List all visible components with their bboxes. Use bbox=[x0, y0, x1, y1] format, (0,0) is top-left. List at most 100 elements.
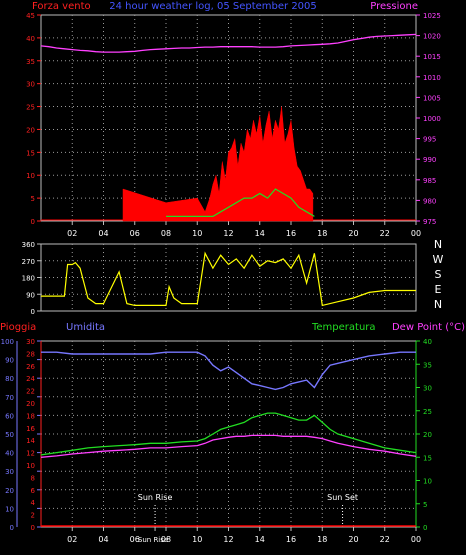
climate-x-tick-label: Sun Rise bbox=[138, 536, 168, 544]
temperature-tick-label: 35 bbox=[423, 361, 432, 369]
climate-x-tick-label: 16 bbox=[286, 535, 296, 544]
wind-pressure-x-tick: 14 bbox=[255, 229, 265, 238]
wind-pressure-x-tick: 08 bbox=[161, 229, 171, 238]
humidity-tick-label: 50 bbox=[5, 431, 14, 439]
pressure-series bbox=[40, 33, 417, 53]
compass-label: N bbox=[434, 238, 442, 251]
rain-tick-label: 12 bbox=[26, 450, 35, 458]
compass-label: W bbox=[433, 253, 444, 266]
wind-axis-title: Forza vento bbox=[32, 1, 91, 12]
dewpoint-series bbox=[40, 434, 417, 458]
humidity-tick-label: 90 bbox=[5, 357, 14, 365]
humidity-tick-label: 0 bbox=[10, 524, 14, 532]
rain-tick-label: 4 bbox=[31, 499, 36, 507]
humidity-axis-title: Umidita bbox=[66, 322, 105, 333]
wind-pressure-x-tick: 18 bbox=[317, 229, 327, 238]
temperature-axis-title: Temperatura bbox=[311, 322, 376, 333]
humidity-tick-label: 30 bbox=[5, 468, 14, 476]
wind-pressure-x-tick: 16 bbox=[286, 229, 296, 238]
climate-x-tick-label: 14 bbox=[255, 535, 265, 544]
humidity-tick-label: 100 bbox=[1, 338, 14, 346]
compass-label: E bbox=[435, 283, 442, 296]
wind-pressure-x-tick: 02 bbox=[67, 229, 77, 238]
rain-tick-label: 6 bbox=[31, 487, 36, 495]
climate-x-tick-label: 20 bbox=[348, 535, 358, 544]
climate-x-tick-label: 02 bbox=[67, 535, 77, 544]
direction-tick-label: 270 bbox=[22, 258, 35, 266]
wind-tick-label: 20 bbox=[26, 126, 35, 134]
direction-tick-label: 90 bbox=[26, 291, 35, 299]
compass-label: S bbox=[435, 268, 442, 281]
dewpoint-axis-title: Dew Point (°C) bbox=[392, 322, 465, 333]
wind-pressure-x-tick: 12 bbox=[223, 229, 233, 238]
humidity-tick-label: 10 bbox=[5, 505, 14, 513]
temperature-tick-label: 20 bbox=[423, 431, 432, 439]
pressure-tick-label: 1025 bbox=[423, 12, 441, 20]
sun-rise-annotation: Sun Rise bbox=[138, 493, 173, 502]
wind-tick-label: 5 bbox=[31, 195, 35, 203]
wind-direction-series bbox=[41, 251, 416, 307]
rain-tick-label: 28 bbox=[26, 350, 35, 358]
climate-x-tick-label: 22 bbox=[380, 535, 390, 544]
rain-axis-title: Pioggia bbox=[0, 322, 36, 333]
climate-x-tick-label: 12 bbox=[223, 535, 233, 544]
pressure-axis-title: Pressione bbox=[370, 1, 418, 12]
wind-tick-label: 0 bbox=[31, 218, 35, 226]
rain-tick-label: 2 bbox=[31, 512, 35, 520]
direction-tick-label: 0 bbox=[31, 308, 35, 316]
wind-tick-label: 35 bbox=[26, 58, 35, 66]
temperature-tick-label: 40 bbox=[423, 338, 432, 346]
sun-set-annotation: Sun Set bbox=[327, 493, 358, 502]
climate-x-tick-label: 10 bbox=[192, 535, 202, 544]
wind-tick-label: 10 bbox=[26, 172, 35, 180]
rain-tick-label: 16 bbox=[26, 425, 35, 433]
humidity-tick-label: 20 bbox=[5, 487, 14, 495]
wind-tick-label: 40 bbox=[26, 35, 35, 43]
rain-tick-label: 24 bbox=[26, 375, 35, 383]
wind-pressure-x-tick: 00 bbox=[411, 229, 421, 238]
pressure-tick-label: 985 bbox=[423, 177, 436, 185]
climate-x-tick-label: 06 bbox=[130, 535, 140, 544]
wind-average-series bbox=[166, 188, 315, 217]
rain-tick-label: 14 bbox=[26, 437, 35, 445]
wind-gust-series bbox=[122, 106, 314, 222]
rain-tick-label: 20 bbox=[26, 400, 35, 408]
pressure-tick-label: 1015 bbox=[423, 53, 441, 61]
direction-tick-label: 360 bbox=[22, 241, 35, 249]
rain-tick-label: 26 bbox=[26, 363, 35, 371]
wind-tick-label: 45 bbox=[26, 12, 35, 20]
pressure-tick-label: 995 bbox=[423, 136, 436, 144]
wind-tick-label: 25 bbox=[26, 104, 35, 112]
temperature-tick-label: 10 bbox=[423, 478, 432, 486]
climate-x-tick-label: 08 bbox=[161, 535, 171, 544]
temperature-tick-label: 25 bbox=[423, 408, 432, 416]
pressure-tick-label: 1000 bbox=[423, 115, 441, 123]
wind-pressure-x-tick: 04 bbox=[98, 229, 108, 238]
temperature-tick-label: 5 bbox=[423, 501, 427, 509]
wind-pressure-x-tick: 20 bbox=[348, 229, 358, 238]
rain-tick-label: 30 bbox=[26, 338, 35, 346]
temperature-series bbox=[40, 412, 417, 456]
climate-x-tick-label: 00 bbox=[411, 535, 421, 544]
pressure-tick-label: 990 bbox=[423, 156, 436, 164]
humidity-tick-label: 70 bbox=[5, 394, 14, 402]
humidity-tick-label: 60 bbox=[5, 412, 14, 420]
wind-pressure-x-tick: 06 bbox=[130, 229, 140, 238]
climate-x-tick-label: 18 bbox=[317, 535, 327, 544]
direction-tick-label: 180 bbox=[22, 275, 35, 283]
pressure-tick-label: 1020 bbox=[423, 33, 441, 41]
wind-pressure-chart-title: 24 hour weather log, 05 September 2005 bbox=[109, 1, 317, 12]
humidity-tick-label: 80 bbox=[5, 375, 14, 383]
rain-tick-label: 8 bbox=[31, 474, 35, 482]
pressure-tick-label: 1005 bbox=[423, 94, 441, 102]
temperature-tick-label: 30 bbox=[423, 385, 432, 393]
pressure-tick-label: 1010 bbox=[423, 74, 441, 82]
rain-tick-label: 22 bbox=[26, 388, 35, 396]
rain-tick-label: 0 bbox=[31, 524, 35, 532]
temperature-tick-label: 0 bbox=[423, 524, 427, 532]
temperature-tick-label: 15 bbox=[423, 454, 432, 462]
rain-tick-label: 10 bbox=[26, 462, 35, 470]
wind-tick-label: 15 bbox=[26, 149, 35, 157]
humidity-series bbox=[41, 351, 416, 391]
